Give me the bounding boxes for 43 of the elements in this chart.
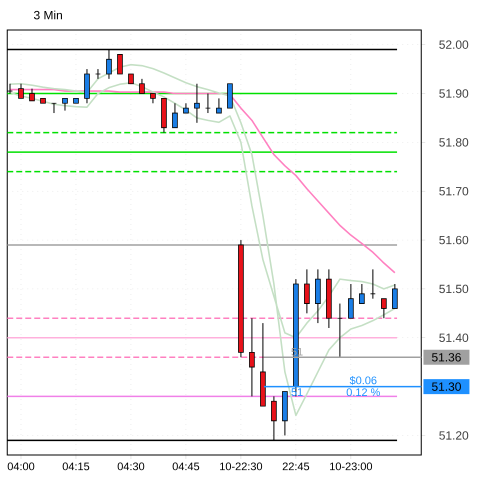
candlestick — [205, 93, 211, 114]
candlestick — [183, 102, 189, 114]
y-tick-label: 51.60 — [439, 236, 468, 244]
annotation: 51 — [291, 348, 303, 356]
y-tick-label: 51.90 — [439, 89, 468, 98]
y-tick-label: 51.20 — [439, 431, 468, 440]
chart-title: 3 Min — [34, 10, 62, 20]
candlestick — [117, 54, 123, 74]
candlestick — [29, 88, 35, 102]
ref-line-label: 51.30 — [432, 382, 461, 391]
candlestick — [216, 98, 222, 114]
candlestick — [249, 318, 255, 397]
candlestick — [18, 83, 24, 99]
x-tick-label: 04:00 — [8, 462, 34, 470]
candlestick — [348, 284, 354, 319]
candlestick — [172, 102, 178, 128]
x-tick-label: 04:45 — [172, 462, 200, 470]
candlestick — [128, 74, 134, 84]
candlestick — [370, 268, 376, 300]
y-tick-label: 51.80 — [439, 138, 468, 147]
x-tick-label: 04:30 — [118, 462, 144, 470]
candlestick — [194, 83, 200, 124]
ref-line-label: 51.36 — [432, 353, 461, 362]
candlestick — [337, 303, 343, 358]
candlestick — [392, 284, 398, 309]
x-tick-label: 10-22:30 — [220, 462, 262, 470]
y-tick-label: 52.00 — [439, 40, 468, 49]
candlestick — [139, 78, 145, 94]
y-tick-label: 51.70 — [439, 186, 468, 196]
candlestick — [304, 268, 310, 314]
candlestick — [381, 298, 387, 319]
candlestick — [51, 102, 57, 114]
x-tick-label: 10-23:00 — [330, 462, 372, 470]
candlestick — [150, 93, 156, 104]
candlestick — [359, 284, 365, 304]
x-tick-label: 04:15 — [62, 462, 90, 470]
annotation: $0.06 — [350, 376, 377, 385]
annotation: 0.12 % — [346, 388, 380, 396]
y-tick-label: 51.50 — [439, 284, 468, 294]
y-tick-label: 51.40 — [439, 334, 468, 342]
candlestick — [62, 98, 68, 112]
candlestick — [95, 68, 101, 80]
x-tick-label: 22:45 — [282, 462, 310, 470]
